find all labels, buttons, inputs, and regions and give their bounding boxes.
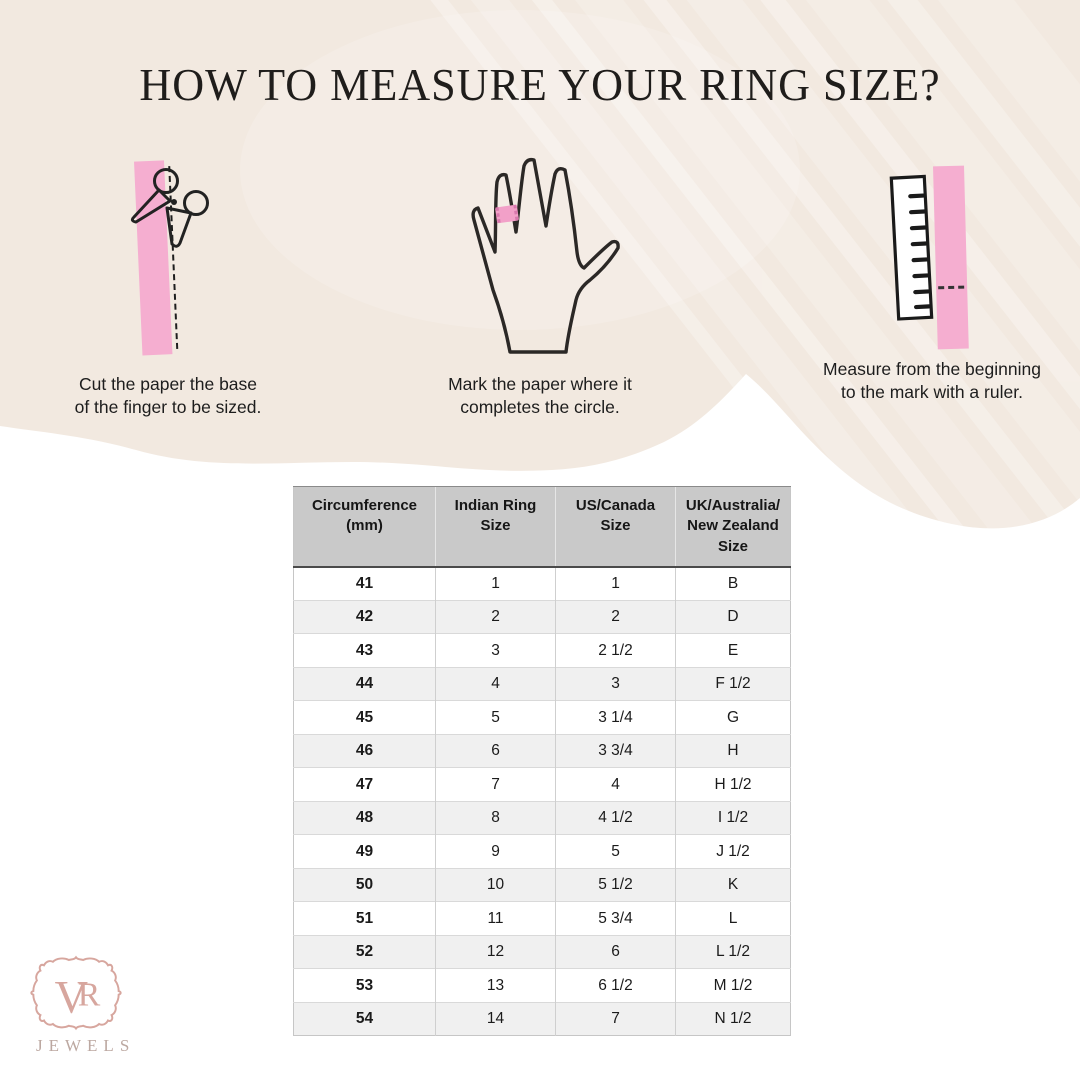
table-cell: 3 <box>555 666 676 701</box>
table-header-cell: US/Canada Size <box>555 485 676 568</box>
table-row: 42 2 2 D <box>293 599 791 634</box>
table-cell: G <box>675 700 791 735</box>
table-cell: 52 <box>293 934 436 969</box>
table-cell: 50 <box>293 867 436 902</box>
hand-icon <box>471 157 620 354</box>
table-cell: 43 <box>293 633 436 668</box>
table-row: 49 9 5 J 1/2 <box>293 834 791 869</box>
step-3-caption: Measure from the beginning to the mark w… <box>823 359 1041 403</box>
logo-frame-icon: V R <box>30 955 122 1031</box>
table-header-cell: Indian Ring Size <box>435 485 556 568</box>
table-cell: 45 <box>293 700 436 735</box>
table-cell: 1 <box>555 566 676 601</box>
table-cell: H 1/2 <box>675 767 791 802</box>
brand-logo: V R JEWELS <box>28 948 148 1055</box>
table-row: 47 7 4 H 1/2 <box>293 767 791 802</box>
logo-name: JEWELS <box>36 1036 136 1055</box>
table-row: 54 14 7 N 1/2 <box>293 1001 791 1036</box>
table-cell: 3 3/4 <box>555 733 676 768</box>
table-cell: 7 <box>435 767 556 802</box>
table-cell: 47 <box>293 767 436 802</box>
scissors-icon <box>130 168 209 248</box>
table-cell: 5 1/2 <box>555 867 676 902</box>
table-cell: 5 3/4 <box>555 901 676 936</box>
table-cell: 5 <box>435 700 556 735</box>
table-cell: N 1/2 <box>675 1001 791 1036</box>
table-header-cell: Circumference (mm) <box>293 485 436 568</box>
ruler-icon <box>889 174 934 321</box>
table-cell: 54 <box>293 1001 436 1036</box>
table-cell: 6 <box>555 934 676 969</box>
table-cell: 51 <box>293 901 436 936</box>
table-cell: E <box>675 633 791 668</box>
table-cell: L 1/2 <box>675 934 791 969</box>
table-row: 46 6 3 3/4 H <box>293 733 791 768</box>
table-cell: L <box>675 901 791 936</box>
table-cell: 1 <box>435 566 556 601</box>
table-cell: 8 <box>435 800 556 835</box>
logo-monogram-r: R <box>78 976 101 1013</box>
table-cell: 44 <box>293 666 436 701</box>
table-cell: 11 <box>435 901 556 936</box>
table-cell: H <box>675 733 791 768</box>
step-1-caption: Cut the paper the base of the finger to … <box>74 374 262 418</box>
table-cell: 42 <box>293 599 436 634</box>
table-cell: 41 <box>293 566 436 601</box>
table-cell: J 1/2 <box>675 834 791 869</box>
table-cell: 12 <box>435 934 556 969</box>
table-cell: 6 1/2 <box>555 968 676 1003</box>
ring-mark <box>495 204 519 224</box>
table-row: 52 12 6 L 1/2 <box>293 934 791 969</box>
table-cell: 13 <box>435 968 556 1003</box>
table-row: 41 1 1 B <box>293 566 791 601</box>
step-2-caption: Mark the paper where it completes the ci… <box>448 374 632 418</box>
table-cell: 5 <box>555 834 676 869</box>
table-cell: 3 <box>435 633 556 668</box>
size-table-body: 41 1 1 B 42 2 2 D 43 3 2 1/2 E 44 4 3 F 1/2 45 5 3 1/4 G 46 6… <box>293 566 791 1036</box>
table-cell: 53 <box>293 968 436 1003</box>
table-row: 43 3 2 1/2 E <box>293 633 791 668</box>
table-cell: K <box>675 867 791 902</box>
table-cell: 14 <box>435 1001 556 1036</box>
table-cell: F 1/2 <box>675 666 791 701</box>
table-cell: 48 <box>293 800 436 835</box>
table-cell: M 1/2 <box>675 968 791 1003</box>
table-header-row: Circumference (mm) Indian Ring Size US/Can… <box>293 485 791 568</box>
table-cell: I 1/2 <box>675 800 791 835</box>
table-row: 44 4 3 F 1/2 <box>293 666 791 701</box>
table-cell: D <box>675 599 791 634</box>
table-row: 51 11 5 3/4 L <box>293 901 791 936</box>
table-cell: 49 <box>293 834 436 869</box>
table-cell: 2 <box>435 599 556 634</box>
table-cell: 9 <box>435 834 556 869</box>
page-title: HOW TO MEASURE YOUR RING SIZE? <box>139 59 941 110</box>
table-cell: 4 <box>435 666 556 701</box>
table-row: 50 10 5 1/2 K <box>293 867 791 902</box>
table-row: 45 5 3 1/4 G <box>293 700 791 735</box>
table-row: 53 13 6 1/2 M 1/2 <box>293 968 791 1003</box>
table-cell: 4 1/2 <box>555 800 676 835</box>
table-cell: 2 <box>555 599 676 634</box>
table-cell: 6 <box>435 733 556 768</box>
table-cell: 2 1/2 <box>555 633 676 668</box>
table-cell: 3 1/4 <box>555 700 676 735</box>
table-cell: 46 <box>293 733 436 768</box>
logo-monogram-v: V <box>55 971 88 1022</box>
table-cell: 4 <box>555 767 676 802</box>
table-header-cell: UK/Australia/ New Zealand Size <box>675 485 791 568</box>
table-cell: B <box>675 566 791 601</box>
hand-outline <box>471 157 620 354</box>
table-cell: 10 <box>435 867 556 902</box>
table-row: 48 8 4 1/2 I 1/2 <box>293 800 791 835</box>
table-cell: 7 <box>555 1001 676 1036</box>
ring-size-table: Circumference (mm) Indian Ring Size US/Can… <box>293 485 791 1037</box>
